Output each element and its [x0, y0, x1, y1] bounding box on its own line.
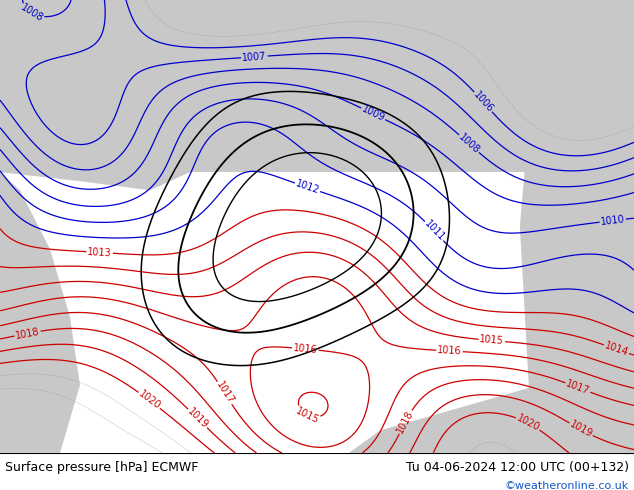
Text: ©weatheronline.co.uk: ©weatheronline.co.uk: [505, 481, 629, 490]
Polygon shape: [520, 0, 634, 453]
Text: Surface pressure [hPa] ECMWF: Surface pressure [hPa] ECMWF: [5, 461, 198, 473]
Text: 1019: 1019: [568, 419, 594, 440]
Text: 1008: 1008: [19, 2, 45, 24]
Polygon shape: [349, 385, 539, 453]
Polygon shape: [0, 0, 634, 190]
Text: 1015: 1015: [294, 405, 321, 425]
Text: 1014: 1014: [603, 341, 630, 358]
Text: 1017: 1017: [565, 378, 592, 396]
Text: 1016: 1016: [437, 345, 462, 357]
Text: 1013: 1013: [87, 247, 112, 258]
Text: 1009: 1009: [360, 104, 386, 123]
Text: 1008: 1008: [456, 132, 481, 156]
Bar: [0, 0, 634, 172]
Polygon shape: [0, 172, 80, 453]
Text: 1017: 1017: [214, 380, 235, 406]
Text: 1016: 1016: [293, 343, 318, 355]
Text: 1011: 1011: [422, 219, 446, 244]
Text: Tu 04-06-2024 12:00 UTC (00+132): Tu 04-06-2024 12:00 UTC (00+132): [406, 461, 629, 473]
Text: 1012: 1012: [294, 179, 321, 196]
Text: 1007: 1007: [242, 51, 267, 63]
Text: 1020: 1020: [515, 413, 541, 433]
Text: 1006: 1006: [471, 90, 495, 114]
Text: 1019: 1019: [185, 406, 210, 431]
Text: 1018: 1018: [15, 326, 41, 341]
Text: 1018: 1018: [395, 409, 416, 435]
Text: 1020: 1020: [136, 389, 162, 412]
Text: 1010: 1010: [600, 214, 626, 227]
Text: 1015: 1015: [479, 335, 505, 346]
